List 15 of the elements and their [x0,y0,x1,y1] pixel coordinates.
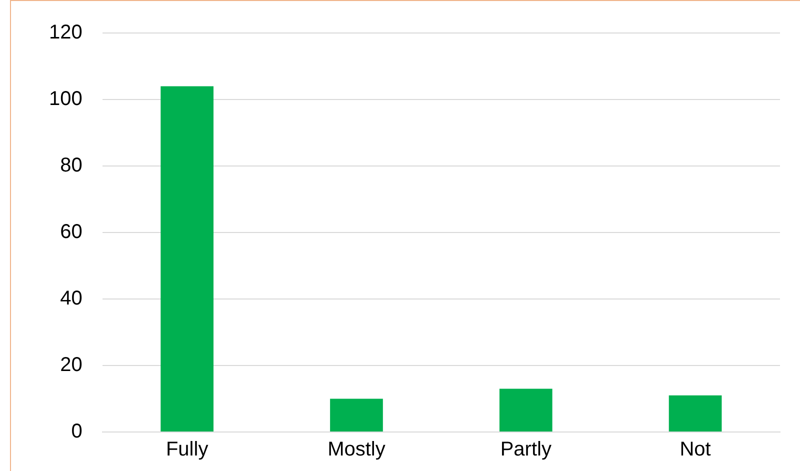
x-tick-label: Partly [500,438,552,461]
bar [330,398,383,432]
x-tick-label: Mostly [328,438,386,461]
y-tick-label: 100 [48,88,82,110]
y-tick-label: 40 [60,288,82,310]
y-tick-label: 120 [48,22,82,44]
y-tick-label: 80 [60,154,82,177]
bar [160,86,214,432]
bar [499,388,552,432]
bar [668,395,722,432]
y-tick-label: 0 [71,420,82,443]
y-tick-label: 20 [60,354,82,376]
x-tick-label: Not [680,438,712,461]
y-tick-label: 60 [60,221,82,244]
x-tick-label: Fully [166,438,208,461]
